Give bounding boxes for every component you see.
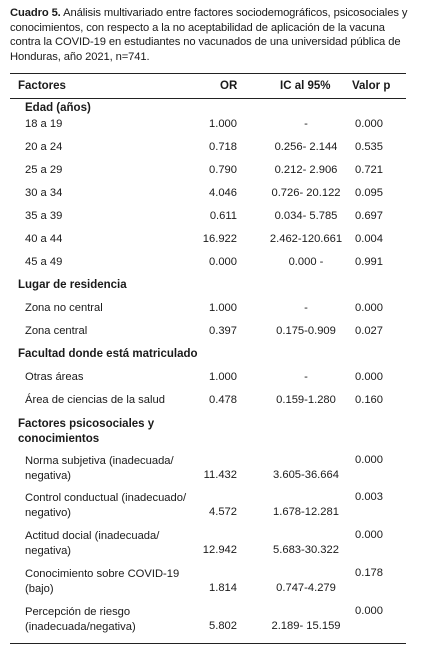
row-label: Actitud docial (inadecuada/ negativa) (25, 530, 160, 557)
row-p: 0.027 (355, 325, 383, 337)
row-label: 35 a 39 (25, 210, 63, 222)
row-or: 1.814 (209, 582, 237, 594)
row-or: 12.942 (202, 544, 237, 556)
header-p: Valor p (352, 80, 391, 92)
row-p: 0.003 (355, 491, 383, 503)
row-p: 0.095 (355, 187, 383, 199)
row-ic: 0.747-4.279 (276, 582, 336, 594)
row-ic: 0.034- 5.785 (274, 210, 338, 222)
row-or: 1.000 (209, 302, 237, 314)
row-ic: - (304, 371, 308, 383)
row-or: 1.000 (209, 118, 237, 130)
row-label: Percepción de riesgo (inadecuada/negativ… (25, 606, 136, 633)
row-p: 0.721 (355, 164, 383, 176)
row-ic: 0.175-0.909 (276, 325, 336, 337)
row-ic: 0.256- 2.144 (274, 141, 338, 153)
table-header-rule (10, 98, 406, 99)
row-p: 0.000 (355, 454, 383, 466)
row-ic: 0.159-1.280 (276, 394, 336, 406)
row-ic: 0.212- 2.906 (274, 164, 338, 176)
row-or: 16.922 (202, 233, 237, 245)
row-ic: 1.678-12.281 (273, 506, 339, 518)
row-p: 0.535 (355, 141, 383, 153)
row-label: Zona central (25, 325, 88, 337)
row-ic: 0.726- 20.122 (271, 187, 341, 199)
row-p: 0.004 (355, 233, 383, 245)
row-or: 11.432 (203, 469, 237, 481)
row-label: Norma subjetiva (inadecuada/ negativa) (25, 455, 174, 482)
row-label: 25 a 29 (25, 164, 63, 176)
row-p: 0.160 (355, 394, 383, 406)
row-label: Conocimiento sobre COVID-19 (bajo) (25, 568, 180, 595)
row-ic: 2.189- 15.159 (271, 620, 341, 632)
table-top-rule (10, 73, 406, 74)
table-caption: Cuadro 5. Análisis multivariado entre fa… (10, 6, 418, 64)
caption-text: Análisis multivariado entre factores soc… (10, 7, 408, 63)
row-p: 0.000 (355, 371, 383, 383)
row-p: 0.178 (355, 567, 383, 579)
row-p: 0.000 (355, 302, 383, 314)
row-or: 0.000 (209, 256, 237, 268)
section-title: Factores psicosociales y conocimientos (18, 418, 155, 445)
row-label: 45 a 49 (25, 256, 63, 268)
row-or: 0.790 (209, 164, 237, 176)
row-ic: - (304, 118, 308, 130)
row-label: Otras áreas (25, 371, 84, 383)
row-label: 30 a 34 (25, 187, 63, 199)
row-or: 0.611 (209, 210, 237, 222)
header-or: OR (220, 80, 238, 92)
row-label: 40 a 44 (25, 233, 63, 245)
table-header: Factores OR IC al 95% Valor p (10, 73, 406, 99)
row-ic: 0.000 - (288, 256, 324, 268)
row-label: 18 a 19 (25, 118, 63, 130)
row-ic: 3.605-36.664 (273, 469, 339, 481)
row-label: 20 a 24 (25, 141, 63, 153)
row-label: Área de ciencias de la salud (25, 394, 165, 406)
row-p: 0.991 (355, 256, 383, 268)
row-p: 0.000 (355, 605, 383, 617)
row-or: 4.046 (209, 187, 237, 199)
row-p: 0.697 (355, 210, 383, 222)
section-title: Lugar de residencia (18, 279, 127, 291)
row-or: 0.718 (209, 141, 237, 153)
section-title: Edad (años) (25, 102, 91, 114)
row-ic: - (304, 302, 308, 314)
section-title: Facultad donde está matriculado (18, 348, 198, 360)
row-ic: 5.683-30.322 (273, 544, 339, 556)
row-label: Zona no central (25, 302, 103, 314)
row-or: 4.572 (209, 506, 237, 518)
table-bottom-rule (10, 643, 406, 644)
caption-label: Cuadro 5. (10, 7, 61, 19)
row-p: 0.000 (355, 529, 383, 541)
header-factores: Factores (18, 80, 66, 92)
row-ic: 2.462-120.661 (269, 233, 343, 245)
header-ic: IC al 95% (280, 80, 331, 92)
row-or: 0.397 (209, 325, 237, 337)
row-label: Control conductual (inadecuado/ negativo… (25, 492, 187, 519)
row-or: 1.000 (209, 371, 237, 383)
row-p: 0.000 (355, 118, 383, 130)
row-or: 5.802 (209, 620, 237, 632)
row-or: 0.478 (209, 394, 237, 406)
